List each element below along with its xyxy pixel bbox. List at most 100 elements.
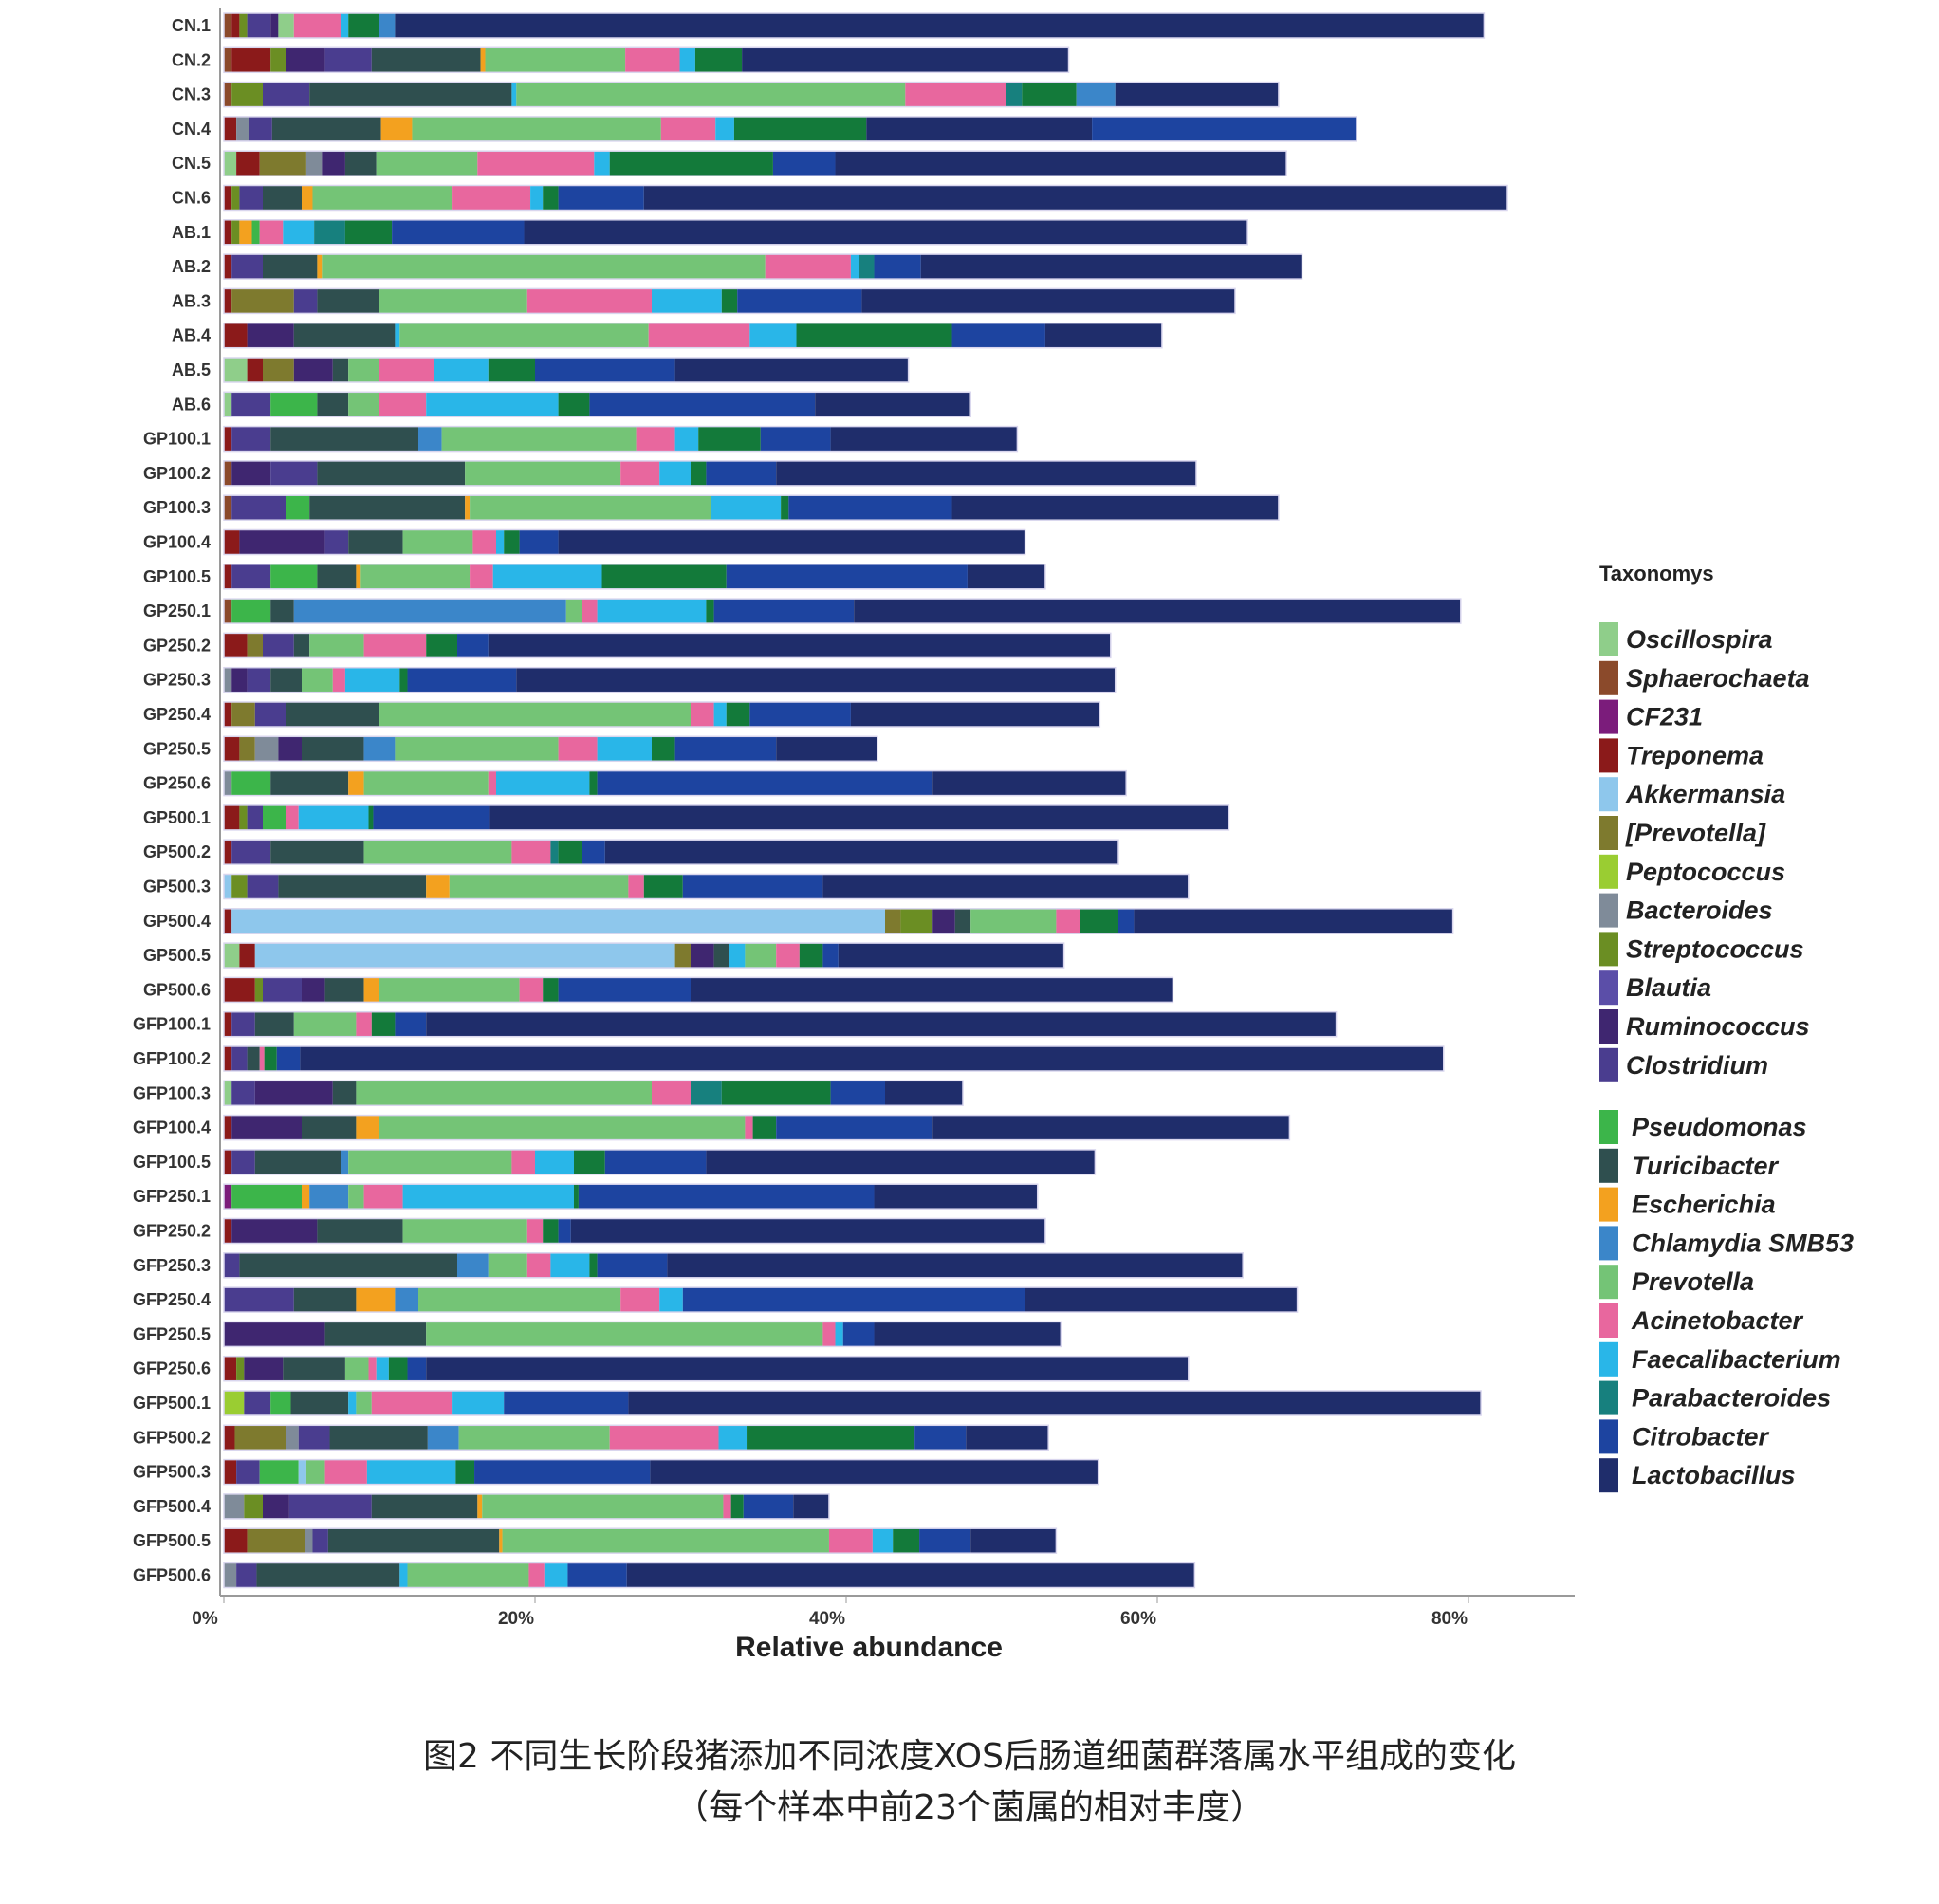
bar-segment (231, 1149, 255, 1174)
bar-outline (223, 494, 1280, 521)
bar-outline (223, 632, 1112, 659)
bar-segment (594, 151, 610, 176)
legend-swatch (1599, 622, 1618, 656)
bar-segment (426, 392, 559, 417)
bar-segment (270, 47, 286, 73)
bar-outline (223, 287, 1236, 315)
bar-segment (271, 116, 381, 141)
bar-segment (407, 667, 517, 693)
y-tick-label: GP100.5 (143, 567, 211, 586)
legend-swatch (1599, 1380, 1618, 1415)
bar-segment (1134, 908, 1453, 934)
bar-segment (371, 1391, 453, 1415)
bar-segment (457, 1252, 489, 1278)
bar-segment (224, 82, 232, 107)
bar-segment (231, 840, 271, 865)
bar-segment (356, 1011, 372, 1037)
bar-segment (224, 47, 232, 73)
bar-segment (407, 1356, 427, 1381)
bar-segment (589, 770, 598, 796)
y-tick-label: GFP500.6 (133, 1566, 211, 1585)
bar-segment (426, 874, 450, 899)
bar-segment (648, 323, 750, 348)
legend-label: Chlamydia SMB53 (1632, 1229, 1854, 1257)
bar-segment (236, 1562, 257, 1588)
bar-segment (874, 1322, 1062, 1347)
bar-segment (224, 116, 237, 141)
bar-segment (706, 1149, 1096, 1174)
bar-segment (388, 1356, 408, 1381)
bar-segment (589, 392, 816, 417)
legend-label: Acinetobacter (1631, 1306, 1804, 1335)
bar-segment (356, 1081, 652, 1106)
bar-segment (526, 288, 652, 314)
bar-segment (231, 426, 271, 452)
bar-segment (558, 392, 590, 417)
y-tick-label: GP250.6 (143, 774, 211, 793)
bar-segment (224, 460, 232, 486)
bar-segment (742, 47, 1069, 73)
bar-segment (293, 1011, 357, 1037)
bar-segment (626, 1562, 1195, 1588)
bar-segment (224, 323, 248, 348)
bar-segment (830, 1081, 885, 1106)
bar-segment (376, 151, 478, 176)
bar-segment (231, 219, 240, 245)
bar-segment (679, 47, 695, 73)
bar-outline (223, 81, 1280, 108)
bar-segment (458, 1425, 610, 1451)
y-tick-label: GP100.3 (143, 498, 211, 517)
bar-segment (231, 1184, 302, 1210)
bar-segment (874, 254, 921, 280)
bar-segment (239, 529, 325, 555)
bar-outline (223, 184, 1508, 212)
bar-segment (224, 1081, 232, 1106)
bar-segment (914, 1425, 967, 1451)
bar-segment (231, 254, 263, 280)
bar-segment (317, 460, 466, 486)
bar-segment (776, 736, 877, 762)
bar-segment (455, 1459, 475, 1485)
bar-segment (379, 13, 396, 38)
legend-label: Citrobacter (1632, 1422, 1770, 1451)
bar-segment (951, 495, 1279, 521)
bar-segment (254, 702, 286, 727)
bar-segment (293, 599, 566, 624)
bar-segment (822, 874, 1189, 899)
bar-segment (305, 1459, 325, 1485)
bar-segment (247, 1528, 305, 1554)
bar-segment (263, 633, 294, 658)
bar-segment (224, 1011, 232, 1037)
bar-segment (434, 358, 489, 382)
bar-segment (1022, 82, 1077, 107)
bar-segment (1115, 82, 1279, 107)
bar-segment (317, 1218, 403, 1244)
y-tick-label: GFP250.5 (133, 1324, 211, 1343)
bar-segment (247, 1046, 260, 1071)
bar-segment (293, 1287, 357, 1313)
bar-segment (723, 1493, 731, 1519)
bar-segment (567, 1562, 627, 1588)
bar-outline (223, 908, 1454, 934)
bar-segment (239, 13, 248, 38)
bar-outline (223, 219, 1248, 246)
bar-segment (691, 1081, 722, 1106)
bar-segment (519, 977, 544, 1003)
bar-segment (305, 151, 323, 176)
bar-segment (224, 943, 240, 969)
y-tick-label: GFP250.1 (133, 1187, 211, 1206)
bar-segment (496, 770, 590, 796)
legend-label: Akkermansia (1625, 780, 1785, 808)
legend-label: Ruminococcus (1626, 1012, 1810, 1041)
y-tick-label: AB.3 (172, 291, 211, 310)
bar-segment (254, 736, 279, 762)
bar-segment (322, 151, 345, 176)
y-tick-label: GFP250.2 (133, 1222, 211, 1241)
bar-segment (524, 219, 1248, 245)
bar-segment (730, 1493, 744, 1519)
bar-segment (247, 358, 263, 382)
bar-segment (511, 1149, 535, 1174)
bar-segment (477, 1493, 483, 1519)
bar-segment (565, 599, 582, 624)
bar-outline (223, 391, 971, 418)
